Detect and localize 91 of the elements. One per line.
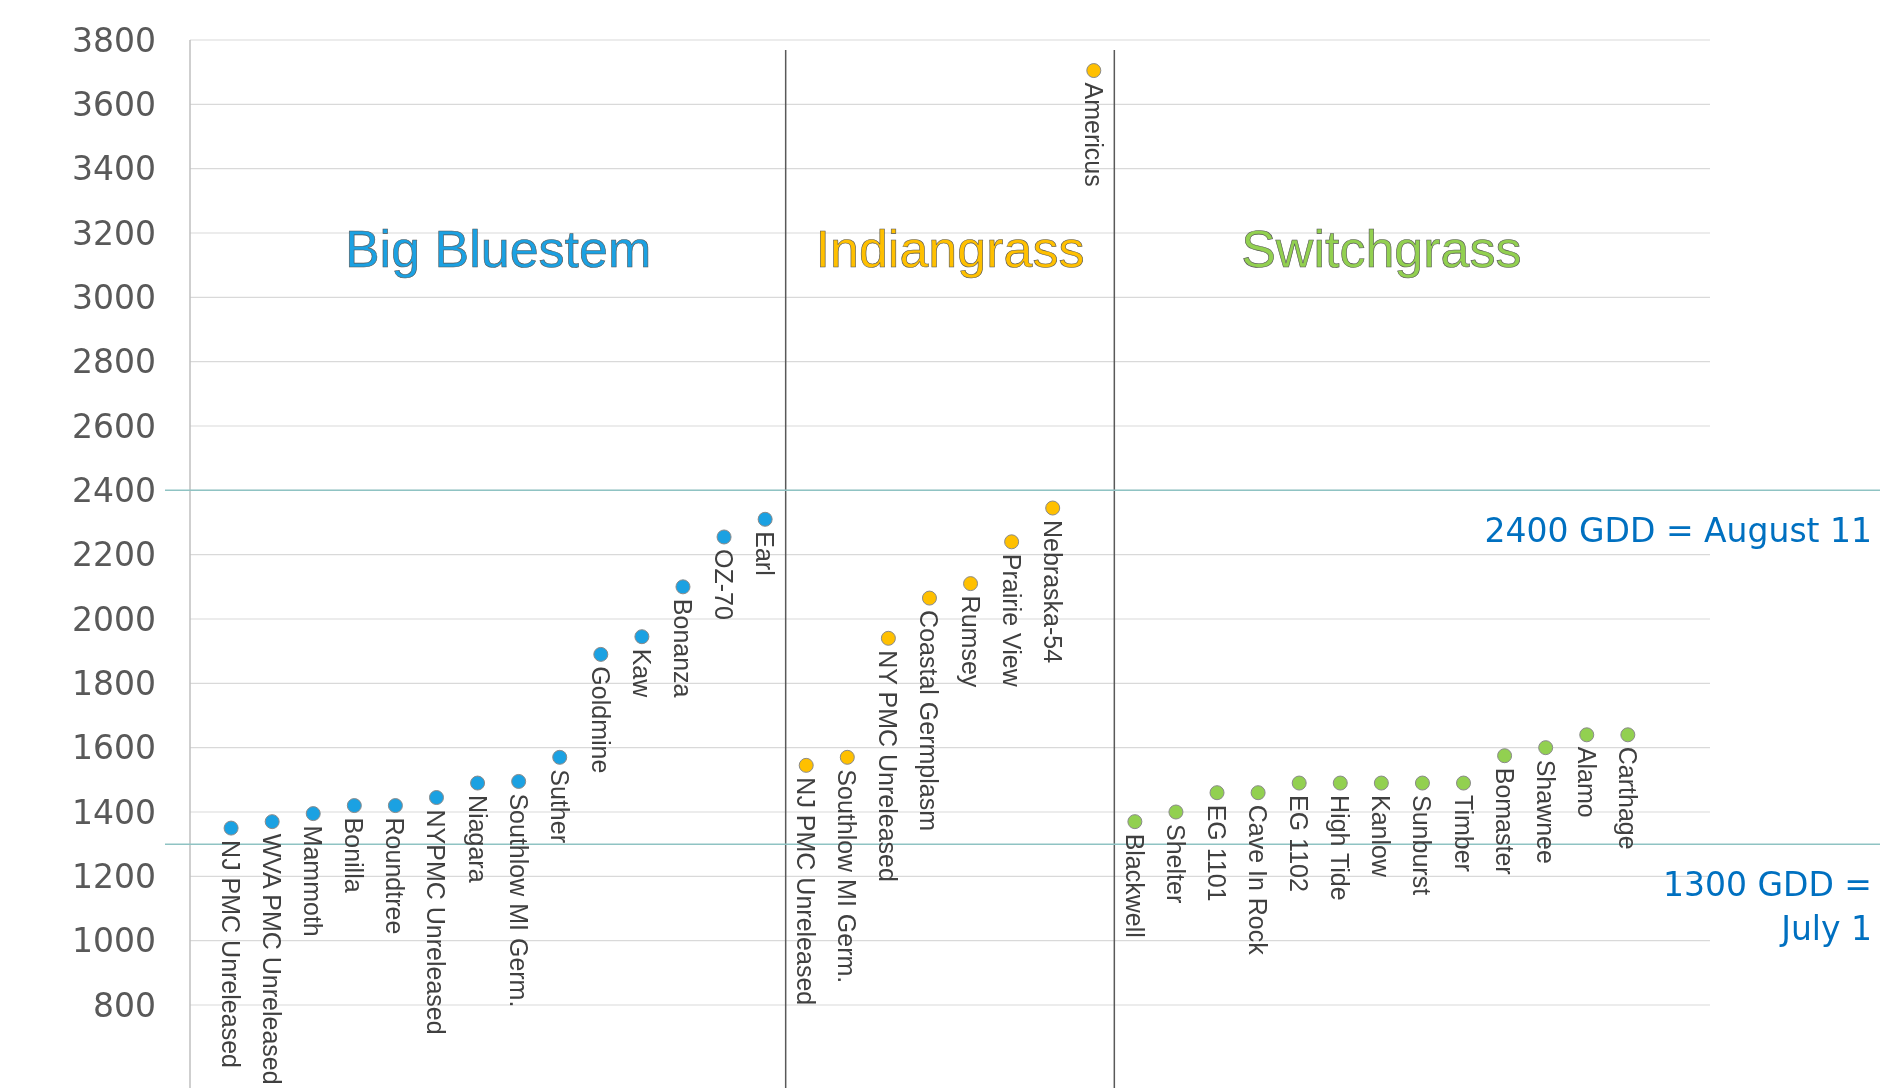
x-tick-label: Suther — [545, 769, 574, 843]
x-tick-label: Timber — [1449, 795, 1478, 872]
y-tick-label: 3200 — [72, 213, 156, 253]
point — [1209, 785, 1225, 801]
y-tick-label: 1200 — [72, 856, 156, 896]
point — [428, 790, 444, 806]
point — [1086, 63, 1102, 79]
point — [880, 630, 896, 646]
point — [1168, 804, 1184, 820]
x-tick-label: EG 1101 — [1203, 804, 1232, 902]
x-tick-label: Prairie View — [997, 553, 1026, 688]
y-tick-label: 2800 — [72, 342, 156, 382]
y-tick-label: 800 — [93, 985, 156, 1025]
x-tick-label: Bomaster — [1490, 767, 1519, 875]
text: Indiangrass — [815, 219, 1085, 278]
y-tick-label: 3800 — [72, 20, 156, 60]
x-tick-label: NJ PMC Unreleased — [217, 840, 246, 1068]
ref-line-label: 1300 GDD = July 1 — [1662, 865, 1872, 949]
x-tick-label: Nebraska-54 — [1038, 520, 1067, 664]
point — [798, 757, 814, 773]
point — [1373, 775, 1389, 791]
point — [1414, 775, 1430, 791]
point — [511, 773, 527, 789]
y-tick-label: 1800 — [72, 663, 156, 703]
point — [1045, 500, 1061, 516]
y-tick-label: 3400 — [72, 149, 156, 189]
point — [963, 576, 979, 592]
x-tick-label: Roundtree — [381, 817, 410, 935]
text: Big Bluestem — [344, 219, 652, 278]
point — [1456, 775, 1472, 791]
point — [1004, 534, 1020, 550]
x-tick-label: Kanlow — [1367, 795, 1396, 878]
y-tick-label: 1400 — [72, 792, 156, 832]
x-tick-label: Cave In Rock — [1244, 804, 1273, 956]
point — [1332, 775, 1348, 791]
y-tick-label: 2000 — [72, 599, 156, 639]
x-tick-label: Bonilla — [340, 817, 369, 893]
point — [1620, 727, 1636, 743]
x-tick-label: Blackwell — [1120, 833, 1149, 938]
point — [305, 806, 321, 822]
point — [1579, 727, 1595, 743]
x-tick-label: Earl — [751, 531, 780, 576]
x-tick-label: NJ PMC Unreleased — [792, 777, 821, 1006]
x-tick-label: Mammoth — [299, 825, 328, 937]
y-tick-label: 1600 — [72, 728, 156, 768]
x-tick-label: Bonanza — [668, 598, 697, 698]
y-tick-label: 1000 — [72, 921, 156, 961]
point — [921, 590, 937, 606]
x-tick-label: Shelter — [1161, 824, 1190, 904]
point — [675, 579, 691, 595]
point — [1127, 814, 1143, 830]
x-tick-label: EG 1102 — [1285, 795, 1314, 892]
text: Switchgrass — [1241, 219, 1522, 278]
y-tick-label: 3600 — [72, 84, 156, 124]
point — [634, 629, 650, 645]
y-tick-label: 2200 — [72, 535, 156, 575]
x-tick-label: Southlow MI Germ. — [833, 769, 862, 984]
x-tick-label: Shawnee — [1531, 759, 1560, 864]
point — [264, 814, 280, 830]
ref-line-label: 2400 GDD = August 11 — [1484, 511, 1872, 551]
point — [1291, 775, 1307, 791]
x-tick-label: Sunburst — [1408, 795, 1437, 896]
point — [1538, 740, 1554, 756]
point — [470, 775, 486, 791]
x-tick-label: Niagara — [463, 795, 492, 883]
x-tick-label: Coastal Germplasm — [915, 610, 944, 831]
point — [223, 820, 239, 836]
x-tick-label: Alamo — [1572, 746, 1601, 818]
point — [387, 798, 403, 814]
x-tick-label: WVA PMC Unreleased — [258, 833, 287, 1085]
x-tick-label: Southlow MI Germ. — [504, 793, 533, 1008]
y-tick-label: 3000 — [72, 277, 156, 317]
point — [1497, 748, 1513, 764]
point — [716, 529, 732, 545]
x-tick-label: Goldmine — [586, 666, 615, 774]
x-tick-label: NYPMC Unreleased — [422, 809, 451, 1035]
point — [839, 749, 855, 765]
y-tick-label: 2600 — [72, 406, 156, 446]
x-tick-label: Carthage — [1613, 746, 1642, 850]
x-tick-label: High Tide — [1326, 795, 1355, 901]
point — [1250, 785, 1266, 801]
point — [757, 511, 773, 527]
x-tick-label: Rumsey — [956, 595, 985, 688]
point — [346, 798, 362, 814]
y-tick-label: 2400 — [72, 470, 156, 510]
point — [593, 646, 609, 662]
x-tick-label: NY PMC Unreleased — [874, 650, 903, 882]
x-tick-label: Kaw — [627, 648, 656, 699]
x-tick-label: Americus — [1079, 82, 1108, 187]
point — [552, 749, 568, 765]
x-tick-label: OZ-70 — [710, 548, 739, 620]
